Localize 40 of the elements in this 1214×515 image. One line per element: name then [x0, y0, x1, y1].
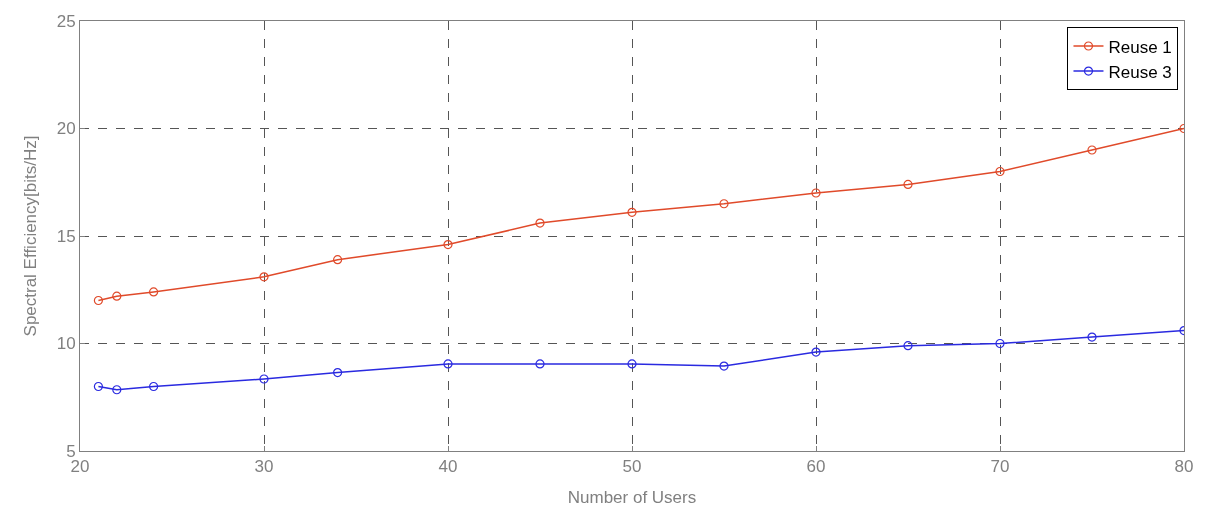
- point: [903, 179, 913, 189]
- point: [995, 166, 1005, 177]
- point: [93, 295, 103, 306]
- point: [443, 359, 453, 369]
- point: [112, 291, 122, 301]
- x-tick-label: 60: [806, 457, 826, 477]
- point: [333, 255, 343, 265]
- point: [535, 218, 545, 228]
- point: [811, 347, 821, 357]
- point: [719, 361, 729, 371]
- point: [259, 374, 269, 384]
- point: [149, 287, 159, 297]
- point: [719, 199, 729, 209]
- y-tick-label: 25: [56, 11, 76, 31]
- x-tick-label: 30: [254, 457, 274, 477]
- point: [443, 240, 453, 250]
- legend-label: Reuse 1: [1108, 37, 1172, 57]
- x-tick-label: 70: [990, 457, 1010, 477]
- y-tick-label: 10: [56, 334, 76, 354]
- point: [333, 367, 343, 378]
- y-tick-label: 20: [56, 119, 76, 139]
- x-tick-label: 50: [622, 457, 642, 477]
- point: [811, 188, 821, 198]
- point: [112, 385, 122, 395]
- point: [627, 359, 637, 369]
- point: [627, 207, 637, 217]
- point: [149, 381, 159, 392]
- x-tick-label: 80: [1174, 457, 1194, 477]
- y-tick-label: 15: [56, 226, 76, 246]
- point: [1087, 332, 1097, 342]
- x-tick-label: 40: [438, 457, 458, 477]
- point: [535, 359, 545, 369]
- y-axis-title: Spectral Efficiency[bits/Hz]: [21, 135, 41, 337]
- point: [995, 338, 1005, 349]
- x-axis-title: Number of Users: [567, 487, 697, 507]
- point: [903, 341, 913, 351]
- point: [93, 381, 103, 392]
- legend-label: Reuse 3: [1108, 62, 1172, 82]
- point: [1087, 145, 1097, 155]
- point: [259, 272, 269, 282]
